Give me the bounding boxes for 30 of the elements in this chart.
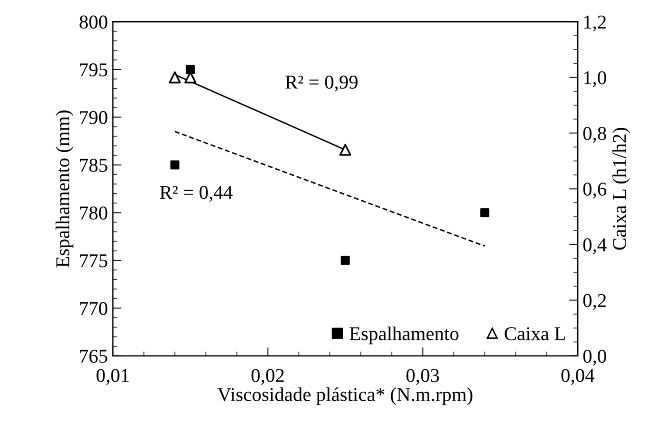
x-axis-title: Viscosidade plástica* (N.m.rpm) <box>218 387 472 406</box>
point <box>186 64 195 74</box>
x-tick-label: 0,03 <box>406 368 439 385</box>
y-tick-label: 790 <box>80 110 108 124</box>
y2-tick-label: 0,4 <box>583 238 607 254</box>
legend-label: Espalhamento <box>350 326 458 344</box>
y-tick-label: 780 <box>80 206 108 220</box>
x-tick-label: 0,04 <box>561 368 594 385</box>
y-tick-label: 775 <box>80 254 108 268</box>
annotation: R² = 0,99 <box>285 76 358 92</box>
y-axis-title: Espalhamento (mm) <box>56 110 74 268</box>
y2-tick-label: 1,0 <box>584 71 606 88</box>
y2-tick-label: 0,0 <box>583 350 606 366</box>
y-tick-label: 770 <box>80 302 108 316</box>
y2-tick-label: 0,2 <box>583 294 606 310</box>
y2-tick-label: 1,2 <box>584 16 606 32</box>
y-tick-label: 785 <box>80 158 108 172</box>
y2-tick-label: 0,8 <box>583 126 606 143</box>
x-tick-label: 0,01 <box>96 368 129 385</box>
point <box>480 208 490 218</box>
y2-axis-title: Caixa L (h1/h2) <box>612 128 630 250</box>
y2-tick-label: 0,6 <box>583 182 606 199</box>
annotation: R² = 0,44 <box>160 186 233 202</box>
legend-label: Caixa L <box>504 327 565 340</box>
y-tick-label: 795 <box>80 63 108 76</box>
x-tick-label: 0,02 <box>252 368 284 385</box>
point <box>170 160 180 170</box>
point <box>340 256 350 265</box>
y-tick-label: 765 <box>80 350 108 363</box>
y-tick-label: 800 <box>80 16 108 29</box>
